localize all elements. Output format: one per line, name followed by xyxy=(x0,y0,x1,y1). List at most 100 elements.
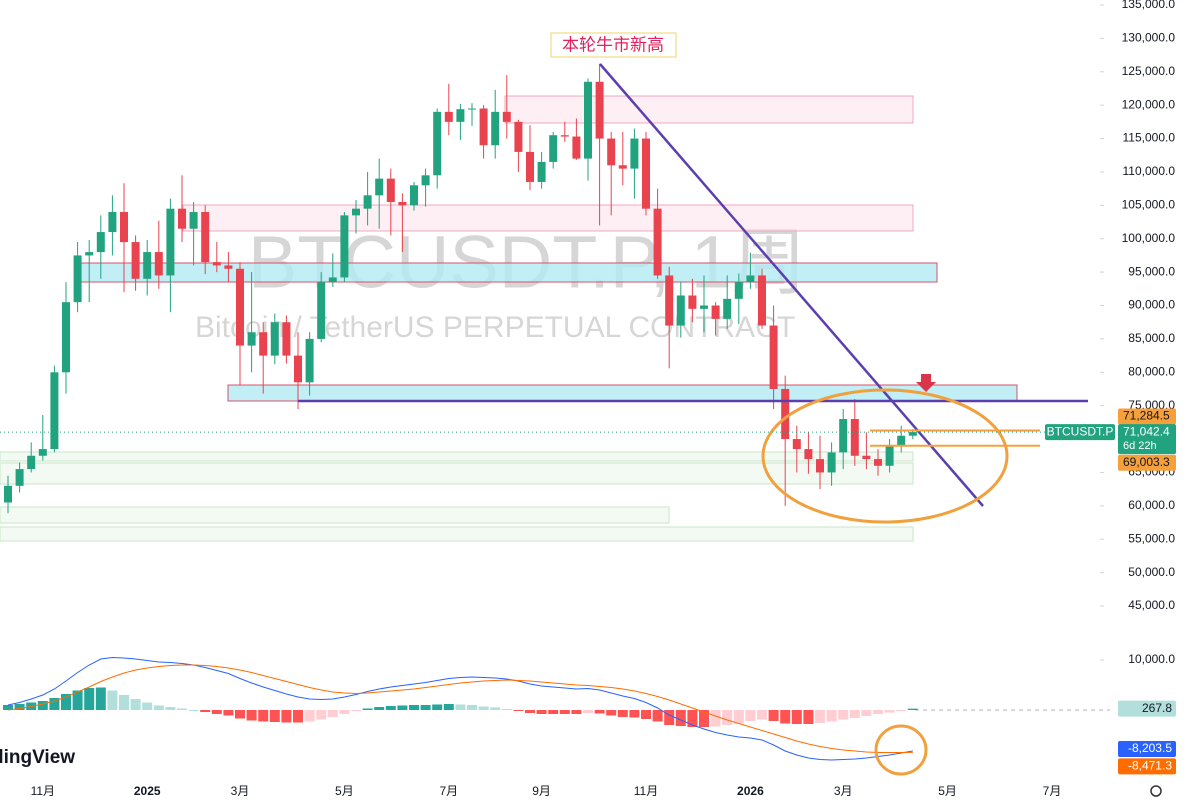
candle-body xyxy=(607,138,616,166)
y-tick-label: 105,000.0 xyxy=(1122,198,1176,212)
macd-line xyxy=(7,656,913,761)
histogram-bar xyxy=(95,687,106,710)
overlays: 本轮牛市新高 dingView 71,284.5 69,003.3 BTCUSDT.… xyxy=(0,32,1176,797)
x-tick-label: 9月 xyxy=(532,784,551,798)
histogram-bar xyxy=(397,705,408,710)
settings-icon[interactable] xyxy=(1150,785,1162,797)
y-tick-label: 130,000.0 xyxy=(1122,31,1176,45)
candle-body xyxy=(630,138,639,169)
zone xyxy=(0,451,914,462)
histogram-bar xyxy=(119,695,129,710)
candle-body xyxy=(224,265,233,269)
candle-body xyxy=(154,252,163,276)
arrow xyxy=(916,374,936,392)
candle-body xyxy=(885,445,894,466)
histogram-bar xyxy=(490,707,501,710)
histogram-bar xyxy=(455,704,466,710)
histogram-bar xyxy=(873,710,883,714)
candle-body xyxy=(27,455,36,470)
histogram-bar xyxy=(594,710,605,714)
signal-line xyxy=(7,664,913,753)
marks: 45,000.050,000.055,000.060,000.065,000.0… xyxy=(3,0,1175,798)
candle-body xyxy=(270,322,279,356)
zone xyxy=(182,204,914,232)
histogram-bar xyxy=(443,704,454,710)
value-label: -8,203.5 xyxy=(1128,741,1172,755)
histogram-bar xyxy=(815,710,825,723)
candle-body xyxy=(618,165,627,169)
level-tag xyxy=(1118,454,1176,471)
histogram-bar xyxy=(432,704,443,710)
histogram-bar xyxy=(803,710,814,724)
annotation: 本轮牛市新高 xyxy=(562,35,664,54)
y-tick-label: 50,000.0 xyxy=(1128,565,1175,579)
histogram-bar xyxy=(606,710,617,716)
histogram-bar xyxy=(548,710,559,714)
x-tick-label: 7月 xyxy=(439,784,458,798)
candle-body xyxy=(236,268,244,346)
candle-body xyxy=(514,121,523,152)
histogram-bar xyxy=(246,710,257,721)
candle-body xyxy=(120,212,128,243)
y-tick-label: 120,000.0 xyxy=(1122,97,1176,111)
candle-body xyxy=(50,372,59,450)
histogram-bar xyxy=(559,710,570,714)
candle-body xyxy=(665,275,674,326)
candle-body xyxy=(4,485,12,503)
histogram-bar xyxy=(699,710,709,727)
histogram-bar xyxy=(780,710,791,724)
brand: dingView xyxy=(0,747,75,768)
y-tick-label: 90,000.0 xyxy=(1128,298,1175,312)
histogram-bar xyxy=(351,710,361,711)
candle-body xyxy=(294,355,302,383)
candle-body xyxy=(676,295,685,326)
candle-body xyxy=(352,208,360,216)
histogram-bar xyxy=(362,708,373,710)
histogram-bar xyxy=(583,710,593,713)
candle-body xyxy=(897,435,906,446)
y-tick-label: 135,000.0 xyxy=(1122,0,1176,11)
candle-body xyxy=(734,282,743,299)
histogram-bar xyxy=(838,710,849,720)
histogram-bar xyxy=(409,705,419,710)
candle-body xyxy=(143,252,152,279)
candle-body xyxy=(398,201,407,206)
candle-body xyxy=(479,108,488,146)
value-label: 267.8 xyxy=(1142,701,1172,715)
histogram-bar xyxy=(641,710,651,719)
candle-body xyxy=(804,449,813,460)
candle-body xyxy=(560,135,569,137)
histogram-bar xyxy=(211,710,222,714)
y-tick-label: 75,000.0 xyxy=(1128,398,1175,412)
x-tick-label: 11月 xyxy=(634,784,658,798)
candle-body xyxy=(178,208,186,229)
price-tag xyxy=(1118,424,1176,455)
x-tick-label: 5月 xyxy=(335,784,354,798)
histogram-bar xyxy=(235,710,245,719)
candle-body xyxy=(526,151,534,182)
drawings: BTCUSDT.P, 1周 Bitcoin / TetherUS PERPETU… xyxy=(0,95,1018,542)
x-tick-label: 2025 xyxy=(134,784,161,798)
histogram-bar xyxy=(501,709,512,710)
histogram-bar xyxy=(327,710,338,717)
watermark-subtitle: Bitcoin / TetherUS PERPETUAL CONTRACT xyxy=(195,311,795,344)
histogram-bar xyxy=(84,688,95,710)
histogram-bar xyxy=(687,710,698,727)
candle-body xyxy=(247,332,256,346)
histogram-bar xyxy=(861,710,872,716)
histogram-bar xyxy=(907,708,918,710)
candle-body xyxy=(549,135,558,162)
candle-body xyxy=(108,212,117,233)
y-tick-label: 110,000.0 xyxy=(1123,164,1176,178)
candle-body xyxy=(537,161,546,182)
highlight-circle xyxy=(761,388,1009,524)
candle-body xyxy=(827,452,836,473)
candle-body xyxy=(305,338,314,383)
trend-line xyxy=(599,63,984,507)
symbol-tag xyxy=(1045,424,1115,441)
y-tick-label: 115,000.0 xyxy=(1123,131,1176,145)
candle-body xyxy=(212,262,221,266)
histogram-bar xyxy=(130,699,141,710)
value-tag xyxy=(1118,758,1176,775)
